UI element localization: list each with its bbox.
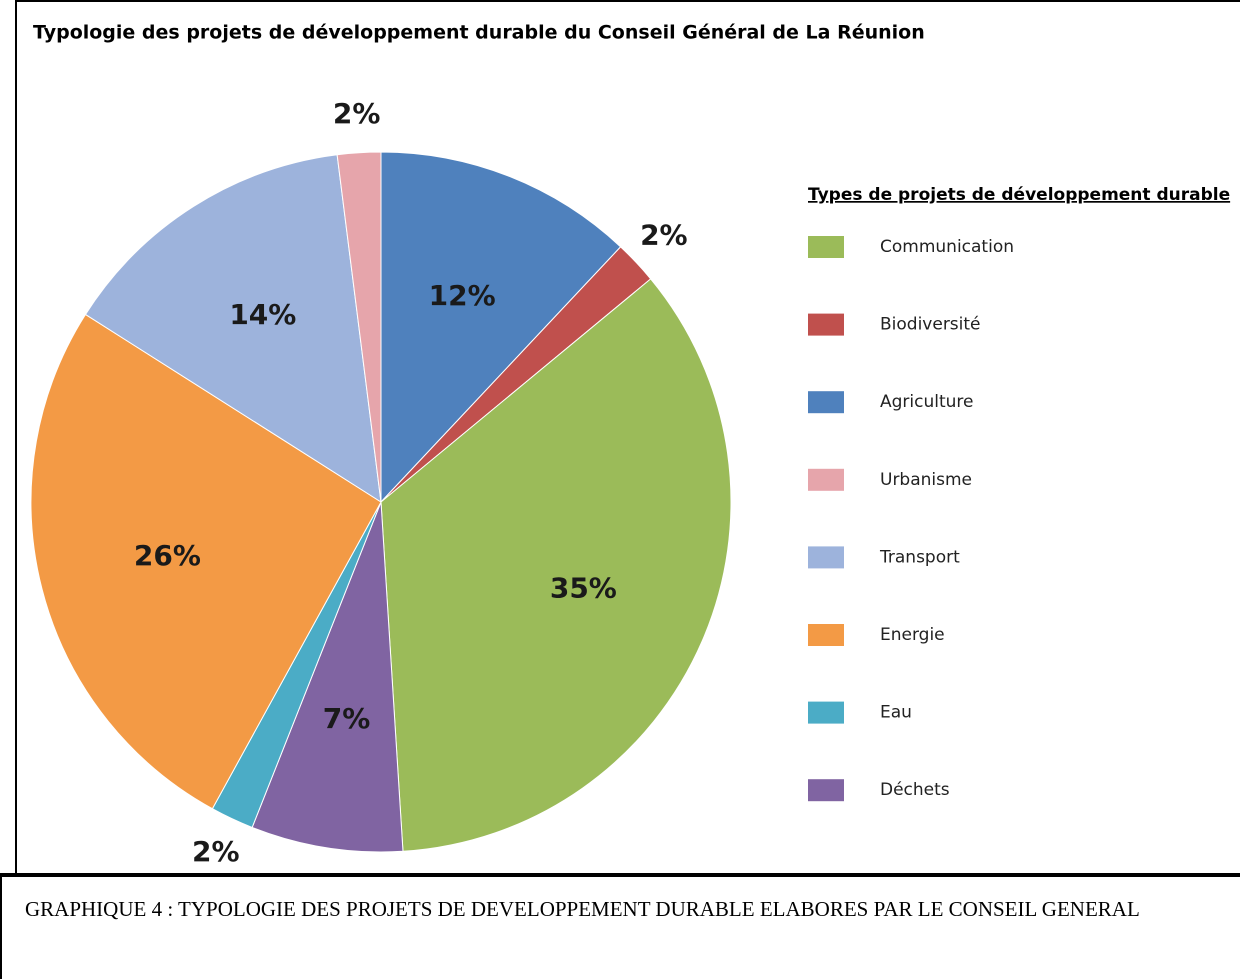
pie-slice	[380, 278, 732, 852]
legend-label: Communication	[880, 237, 1014, 257]
legend-label: Biodiversité	[880, 315, 981, 335]
pie-slice	[84, 154, 382, 503]
data-label: 2%	[333, 97, 381, 130]
pie-slice	[251, 501, 404, 853]
data-label: 35%	[550, 572, 617, 605]
legend-swatch	[808, 624, 844, 646]
legend-label: Agriculture	[880, 392, 974, 412]
legend-swatch	[808, 391, 844, 414]
pie-slice	[380, 151, 622, 504]
pie-slice	[30, 313, 382, 810]
data-label: 26%	[134, 539, 201, 572]
pie-slice	[336, 151, 382, 503]
legend-swatch	[808, 779, 844, 802]
legend-label: Urbanisme	[880, 470, 972, 490]
legend-swatch	[808, 701, 844, 724]
legend-swatch	[808, 468, 844, 491]
legend-label: Déchets	[880, 780, 950, 800]
data-label: 12%	[429, 279, 496, 312]
caption: GRAPHIQUE 4 : TYPOLOGIE DES PROJETS DE D…	[25, 897, 1140, 921]
chart: Typologie des projets de développement d…	[15, 0, 1240, 873]
legend-swatch	[808, 313, 844, 336]
legend-swatch	[808, 546, 844, 569]
legend-label: Energie	[880, 625, 945, 645]
legend-swatch	[808, 236, 844, 258]
legend-label: Eau	[880, 703, 912, 723]
data-label: 2%	[192, 835, 240, 868]
data-label: 2%	[640, 218, 688, 251]
legend-title: Types de projets de développement durabl…	[808, 185, 1230, 205]
chart-title: Typologie des projets de développement d…	[33, 22, 925, 44]
data-label: 14%	[229, 298, 296, 331]
caption-box: GRAPHIQUE 4 : TYPOLOGIE DES PROJETS DE D…	[0, 873, 1240, 979]
legend-label: Transport	[879, 547, 960, 567]
data-label: 7%	[323, 702, 371, 735]
